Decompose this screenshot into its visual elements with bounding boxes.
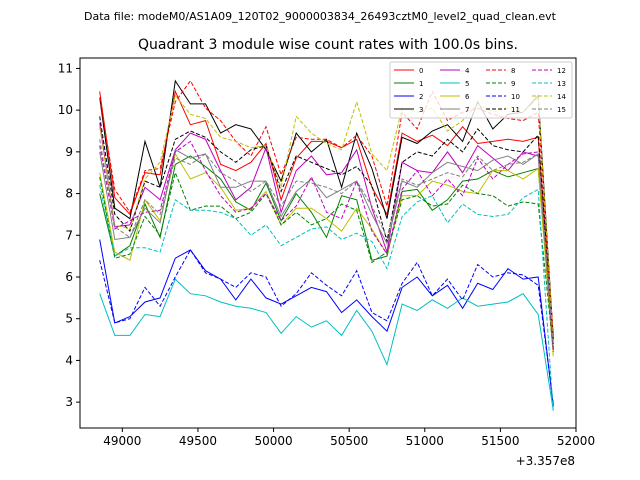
x-tick-label: 49500	[179, 434, 217, 448]
series-line-15	[99, 139, 554, 346]
legend-label-15: 15	[557, 106, 566, 114]
legend-label-8: 8	[511, 67, 515, 75]
series-line-13	[99, 185, 554, 413]
x-tick-label: 52000	[557, 434, 595, 448]
chart-title: Quadrant 3 module wise count rates with …	[138, 37, 518, 53]
series-line-0	[99, 89, 554, 336]
x-tick-label: 49000	[103, 434, 141, 448]
x-tick-label: 51000	[406, 434, 444, 448]
legend-label-3: 3	[419, 106, 423, 114]
x-tick-label: 50500	[330, 434, 368, 448]
y-tick-label: 4	[65, 353, 73, 367]
y-tick-label: 10	[58, 103, 73, 117]
series-line-2	[99, 239, 554, 407]
y-tick-label: 3	[65, 395, 73, 409]
plot-lines	[99, 79, 554, 413]
x-tick-label: 50000	[254, 434, 292, 448]
y-tick-label: 7	[65, 228, 73, 242]
axes-frame	[79, 57, 577, 429]
legend-label-14: 14	[557, 93, 566, 101]
suptitle: Data file: modeM0/AS1A09_120T02_90000038…	[84, 10, 557, 23]
legend-label-13: 13	[557, 80, 566, 88]
series-line-9	[99, 171, 554, 351]
legend-label-6: 6	[465, 93, 470, 101]
legend-label-2: 2	[419, 93, 423, 101]
legend-label-0: 0	[419, 67, 423, 75]
y-tick-label: 9	[65, 145, 73, 159]
series-line-12	[99, 140, 554, 353]
series-line-11	[99, 116, 554, 344]
series-line-10	[99, 248, 554, 405]
y-tick-label: 11	[58, 61, 73, 75]
legend-box	[389, 61, 573, 119]
legend-label-10: 10	[511, 93, 520, 101]
y-tick-label: 6	[65, 270, 73, 284]
x-axis: 49000 49500 50000 50500 51000 51500 52000	[103, 428, 595, 448]
x-offset-label: +3.357e8	[516, 454, 575, 468]
y-axis: 3 4 5 6 7 8 9 10 11	[58, 61, 80, 409]
y-tick-label: 5	[65, 312, 73, 326]
legend-label-1: 1	[419, 80, 423, 88]
series-line-7	[99, 149, 554, 348]
y-tick-label: 8	[65, 187, 73, 201]
series-line-1	[99, 155, 554, 351]
legend-label-4: 4	[465, 67, 470, 75]
legend-label-9: 9	[511, 80, 515, 88]
series-line-5	[99, 278, 554, 411]
legend-label-11: 11	[511, 106, 520, 114]
legend-label-12: 12	[557, 67, 566, 75]
legend-label-7: 7	[465, 106, 469, 114]
legend-label-5: 5	[465, 80, 469, 88]
x-tick-label: 51500	[481, 434, 519, 448]
